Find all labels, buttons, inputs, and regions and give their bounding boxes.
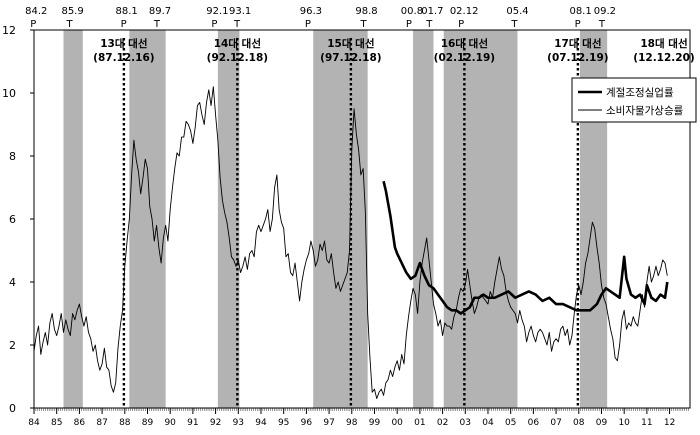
recession-band [217, 30, 240, 408]
election-label: 14대 대선 [214, 37, 261, 50]
turning-point-date: 92.1 [206, 6, 228, 17]
legend-box [571, 77, 697, 123]
election-date: (02.12.19) [434, 52, 495, 64]
x-tick-label: 85 [51, 418, 62, 428]
turning-point-date: 05.4 [506, 6, 528, 17]
y-tick-label: 4 [9, 276, 16, 289]
x-tick-label: 84 [28, 418, 40, 428]
turning-point-date: 88.1 [115, 6, 137, 17]
turning-point-type: P [211, 19, 217, 30]
x-tick-label: 86 [74, 418, 86, 428]
election-label: 17대 대선 [554, 37, 601, 50]
x-tick-label: 10 [618, 418, 630, 428]
recession-band [63, 30, 83, 408]
turning-point-date: 98.8 [355, 6, 377, 17]
turning-point-date: 02.12 [450, 6, 479, 17]
x-tick-label: 91 [187, 418, 198, 428]
election-date: (12.12.20) [633, 52, 694, 64]
turning-point-type: P [406, 19, 412, 30]
x-tick-label: 07 [550, 418, 561, 428]
turning-point-date: 08.1 [569, 6, 591, 17]
x-tick-label: 88 [119, 418, 131, 428]
x-tick-label: 00 [391, 418, 403, 428]
recession-band [313, 30, 368, 408]
turning-point-labels: 84.2 P 85.9 T 88.1 P 89.7 T 92.1 P 93.1 T 96.3 P 98.8 T… [25, 6, 616, 30]
election-label: 18대 대선 [640, 37, 687, 50]
turning-point-type: T [153, 19, 161, 30]
y-tick-label: 6 [9, 213, 16, 226]
x-tick-label: 97 [323, 418, 334, 428]
x-tick-label: 90 [164, 418, 176, 428]
y-tick-label: 10 [2, 87, 16, 100]
turning-point-type: P [30, 19, 36, 30]
x-tick-label: 96 [301, 418, 313, 428]
election-date: (92.12.18) [207, 52, 268, 64]
x-tick-label: 08 [573, 418, 585, 428]
election-date: (07.12.19) [547, 52, 608, 64]
turning-point-date: 89.7 [149, 6, 171, 17]
turning-point-type: T [233, 19, 241, 30]
x-tick-label: 92 [210, 418, 221, 428]
x-tick-label: 02 [437, 418, 448, 428]
x-tick-label: 01 [414, 418, 425, 428]
x-tick-label: 99 [369, 418, 381, 428]
series-line-cpi [33, 86, 668, 399]
turning-point-date: 84.2 [25, 6, 47, 17]
turning-point-date: 93.1 [229, 6, 251, 17]
legend-label: 계절조정실업률 [606, 86, 674, 99]
recession-band [443, 30, 518, 408]
x-tick-label: 04 [482, 418, 494, 428]
turning-point-type: T [66, 19, 74, 30]
turning-point-date: 00.8 [401, 6, 423, 17]
turning-point-date: 09.2 [594, 6, 616, 17]
turning-point-date: 01.7 [421, 6, 443, 17]
election-label: 16대 대선 [441, 37, 488, 50]
election-label: 15대 대선 [327, 37, 374, 50]
turning-point-type: T [359, 19, 367, 30]
series-lines [33, 86, 669, 399]
x-tick-label: 95 [278, 418, 289, 428]
y-tick-label: 8 [9, 150, 16, 163]
x-tick-label: 93 [233, 418, 244, 428]
series-line-unemployment [382, 180, 669, 315]
x-tick-label: 05 [505, 418, 516, 428]
turning-point-type: T [425, 19, 433, 30]
recession-band [413, 30, 434, 408]
election-label: 13대 대선 [100, 37, 147, 50]
turning-point-type: T [510, 19, 518, 30]
recession-band [129, 30, 166, 408]
election-date: (97.12.18) [320, 52, 381, 64]
recession-bands [63, 30, 608, 408]
x-minor-ticks [33, 408, 689, 411]
x-tick-label: 87 [96, 418, 107, 428]
y-tick-label: 0 [9, 402, 16, 415]
turning-point-type: P [458, 19, 464, 30]
x-tick-label: 11 [641, 418, 652, 428]
x-tick-label: 06 [528, 418, 540, 428]
x-tick-label: 98 [346, 418, 358, 428]
turning-point-type: T [598, 19, 606, 30]
election-date: (87.12.16) [93, 52, 154, 64]
x-tick-label: 94 [255, 418, 267, 428]
turning-point-type: P [121, 19, 127, 30]
y-tick-label: 2 [9, 339, 16, 352]
x-tick-label: 89 [142, 418, 154, 428]
x-tick-label: 12 [664, 418, 675, 428]
x-tick-label: 09 [596, 418, 608, 428]
turning-point-date: 85.9 [61, 6, 83, 17]
election-markers: 13대 대선 (87.12.16) 14대 대선 (92.12.18) 15대 대선 (9… [93, 37, 695, 408]
legend-label: 소비자물가상승률 [606, 105, 684, 117]
turning-point-date: 96.3 [300, 6, 322, 17]
x-tick-label: 03 [460, 418, 471, 428]
turning-point-type: P [305, 19, 311, 30]
y-tick-label: 12 [2, 24, 16, 37]
turning-point-type: P [575, 19, 581, 30]
